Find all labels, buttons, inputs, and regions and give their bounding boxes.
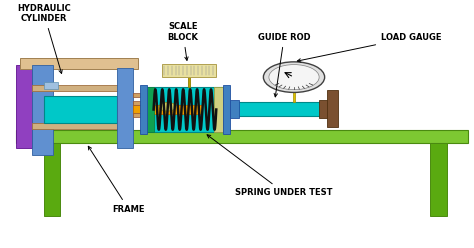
Bar: [188, 77, 191, 87]
Bar: [32, 65, 53, 155]
Bar: [292, 88, 295, 102]
Text: SPRING UNDER TEST: SPRING UNDER TEST: [207, 135, 333, 197]
Text: FRAME: FRAME: [88, 146, 145, 214]
Circle shape: [264, 62, 325, 93]
Bar: [44, 143, 60, 216]
Bar: [133, 105, 201, 114]
Bar: [232, 102, 322, 116]
Bar: [133, 93, 142, 97]
Text: LOAD GAUGE: LOAD GAUGE: [297, 33, 442, 62]
Bar: [214, 87, 223, 132]
Bar: [16, 130, 468, 143]
Bar: [133, 113, 142, 117]
Bar: [133, 101, 142, 105]
Bar: [230, 99, 239, 118]
Text: GUIDE ROD: GUIDE ROD: [258, 33, 310, 97]
Bar: [140, 85, 147, 134]
Circle shape: [159, 103, 176, 111]
Bar: [145, 87, 223, 132]
Bar: [162, 64, 216, 77]
Bar: [145, 87, 154, 132]
Bar: [327, 90, 338, 126]
Bar: [319, 99, 329, 118]
Bar: [44, 96, 117, 123]
Text: SCALE
BLOCK: SCALE BLOCK: [167, 22, 198, 60]
Bar: [223, 85, 230, 134]
Bar: [32, 85, 124, 91]
Circle shape: [269, 64, 319, 90]
Bar: [430, 143, 447, 216]
Text: HYDRAULIC
CYLINDER: HYDRAULIC CYLINDER: [17, 4, 71, 73]
Bar: [117, 68, 133, 148]
Bar: [20, 58, 138, 69]
Bar: [44, 82, 58, 89]
Bar: [32, 123, 124, 129]
Bar: [16, 65, 32, 148]
